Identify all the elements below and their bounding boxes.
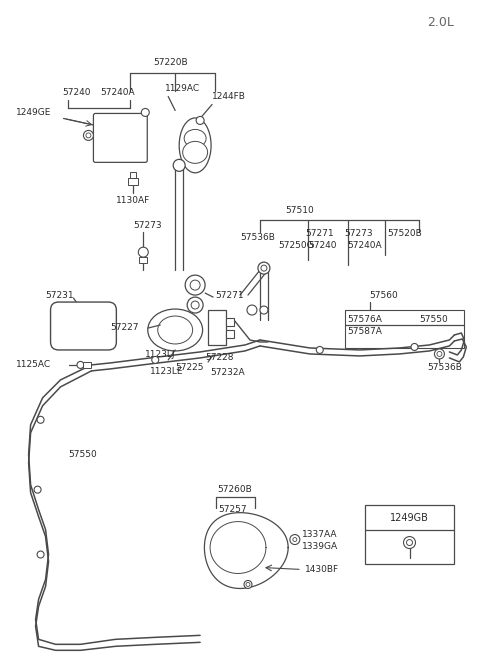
Bar bbox=[226, 330, 234, 338]
Text: 1130AF: 1130AF bbox=[116, 196, 150, 205]
Circle shape bbox=[138, 247, 148, 257]
Circle shape bbox=[434, 349, 444, 359]
Ellipse shape bbox=[179, 118, 211, 173]
Ellipse shape bbox=[148, 309, 203, 351]
Text: 1125AC: 1125AC bbox=[16, 360, 51, 369]
Text: 57510: 57510 bbox=[285, 206, 313, 215]
Text: 57231: 57231 bbox=[46, 291, 74, 299]
Circle shape bbox=[261, 265, 267, 271]
Circle shape bbox=[258, 262, 270, 274]
Bar bbox=[128, 178, 138, 185]
Text: 57257: 57257 bbox=[218, 505, 247, 514]
Text: 1337AA: 1337AA bbox=[302, 530, 337, 539]
Circle shape bbox=[293, 538, 297, 542]
Text: 57240A: 57240A bbox=[100, 88, 135, 97]
Bar bbox=[130, 172, 136, 178]
Text: 57260B: 57260B bbox=[217, 485, 252, 494]
Text: 57232A: 57232A bbox=[210, 368, 245, 377]
Text: 1129AC: 1129AC bbox=[165, 84, 200, 93]
Text: 57240: 57240 bbox=[308, 240, 336, 250]
Text: 57536B: 57536B bbox=[428, 364, 462, 373]
Circle shape bbox=[37, 551, 44, 558]
Circle shape bbox=[141, 109, 149, 117]
Ellipse shape bbox=[183, 141, 207, 163]
Text: 57271: 57271 bbox=[215, 291, 244, 299]
Circle shape bbox=[437, 352, 442, 356]
Circle shape bbox=[173, 159, 185, 172]
FancyBboxPatch shape bbox=[94, 113, 147, 162]
Text: 57536B: 57536B bbox=[240, 233, 275, 242]
Circle shape bbox=[246, 582, 250, 586]
Bar bbox=[365, 504, 455, 565]
Polygon shape bbox=[204, 513, 288, 588]
Circle shape bbox=[185, 275, 205, 295]
Text: 57271: 57271 bbox=[305, 229, 334, 238]
Bar bbox=[139, 257, 147, 263]
Text: 1123LJ: 1123LJ bbox=[145, 350, 176, 360]
Circle shape bbox=[37, 417, 44, 423]
Text: 1430BF: 1430BF bbox=[305, 565, 339, 574]
Circle shape bbox=[404, 536, 416, 548]
Bar bbox=[226, 318, 234, 326]
Ellipse shape bbox=[184, 130, 206, 147]
Circle shape bbox=[190, 280, 200, 290]
Circle shape bbox=[187, 297, 203, 313]
Text: 1123LE: 1123LE bbox=[150, 367, 184, 377]
Circle shape bbox=[34, 486, 41, 493]
Text: 2.0L: 2.0L bbox=[428, 16, 455, 29]
Text: 57560: 57560 bbox=[370, 291, 398, 299]
Text: 57550: 57550 bbox=[69, 450, 97, 459]
Text: 1249GB: 1249GB bbox=[390, 513, 429, 523]
Circle shape bbox=[77, 362, 84, 368]
Circle shape bbox=[290, 534, 300, 544]
Circle shape bbox=[191, 301, 199, 309]
Circle shape bbox=[86, 133, 91, 138]
Text: 1339GA: 1339GA bbox=[302, 542, 338, 551]
Text: 57273: 57273 bbox=[133, 221, 162, 230]
Text: 57240A: 57240A bbox=[348, 240, 382, 250]
Text: 57576A: 57576A bbox=[348, 314, 383, 324]
Text: 57225: 57225 bbox=[175, 364, 204, 373]
Circle shape bbox=[152, 356, 159, 364]
Circle shape bbox=[196, 117, 204, 124]
FancyBboxPatch shape bbox=[50, 302, 116, 350]
Circle shape bbox=[244, 580, 252, 588]
Circle shape bbox=[260, 306, 268, 314]
Text: 57227: 57227 bbox=[110, 324, 139, 333]
Bar bbox=[208, 310, 226, 345]
Text: 57250G: 57250G bbox=[278, 240, 313, 250]
Circle shape bbox=[84, 130, 94, 140]
Text: 57273: 57273 bbox=[345, 229, 373, 238]
Text: 1244FB: 1244FB bbox=[212, 92, 246, 101]
Bar bbox=[345, 310, 464, 348]
Text: 57228: 57228 bbox=[205, 354, 234, 362]
Text: 57587A: 57587A bbox=[348, 328, 383, 337]
Circle shape bbox=[316, 346, 323, 354]
Text: 57240: 57240 bbox=[62, 88, 91, 97]
Text: 57520B: 57520B bbox=[387, 229, 422, 238]
Bar bbox=[84, 362, 91, 368]
Circle shape bbox=[247, 305, 257, 315]
Circle shape bbox=[407, 540, 412, 546]
Text: 1249GE: 1249GE bbox=[16, 108, 51, 117]
Text: 57550: 57550 bbox=[420, 314, 448, 324]
Circle shape bbox=[411, 343, 418, 350]
Text: 57220B: 57220B bbox=[153, 58, 188, 67]
Ellipse shape bbox=[158, 316, 192, 344]
